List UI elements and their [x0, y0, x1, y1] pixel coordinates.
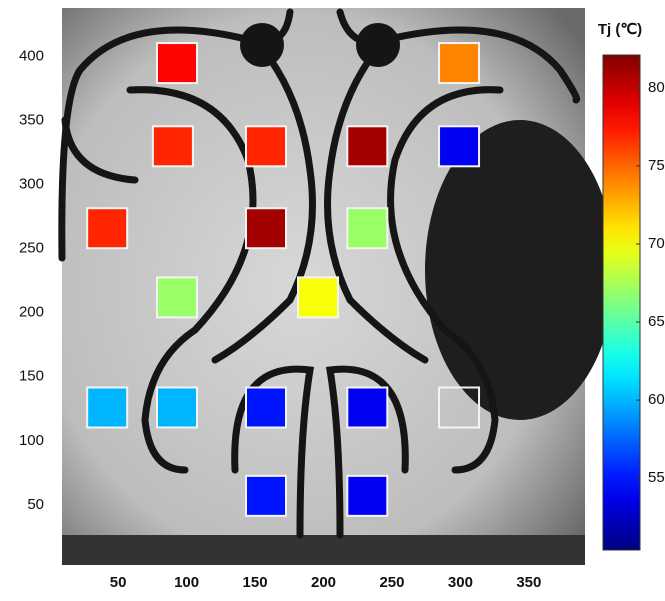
colorbar-tick-label: 80 — [648, 79, 665, 96]
temperature-square — [156, 386, 199, 429]
temperature-square — [156, 42, 199, 85]
temperature-square — [346, 474, 389, 517]
colorbar-label: Tj (℃) — [598, 21, 642, 38]
temperature-square — [438, 125, 481, 168]
y-tick-label: 50 — [27, 496, 44, 513]
temperature-square — [438, 42, 481, 85]
colorbar-tick-label: 60 — [648, 391, 665, 408]
y-tick-label: 400 — [19, 48, 44, 65]
y-tick-label: 150 — [19, 368, 44, 385]
x-tick-label: 50 — [110, 574, 127, 591]
y-tick-label: 200 — [19, 304, 44, 321]
temperature-square — [86, 386, 129, 429]
x-tick-label: 100 — [174, 574, 199, 591]
colorbar-tick-label: 55 — [648, 469, 665, 486]
y-tick-label: 300 — [19, 176, 44, 193]
x-tick-label: 350 — [516, 574, 541, 591]
temperature-square — [244, 125, 287, 168]
colorbar — [602, 54, 641, 551]
temperature-square — [297, 276, 340, 319]
y-tick-label: 250 — [19, 240, 44, 257]
temperature-square — [86, 207, 129, 250]
temperature-square — [151, 125, 194, 168]
x-tick-label: 250 — [379, 574, 404, 591]
temperature-square — [346, 125, 389, 168]
temperature-square — [346, 386, 389, 429]
temperature-square — [156, 276, 199, 319]
x-tick-label: 200 — [311, 574, 336, 591]
y-tick-label: 350 — [19, 112, 44, 129]
x-tick-label: 300 — [448, 574, 473, 591]
y-tick-label: 100 — [19, 432, 44, 449]
colorbar-tick-label: 70 — [648, 235, 665, 252]
temperature-square — [346, 207, 389, 250]
photo-background — [58, 8, 615, 565]
x-tick-label: 150 — [243, 574, 268, 591]
temperature-square — [438, 386, 481, 429]
temperature-square — [244, 386, 287, 429]
temperature-square — [244, 474, 287, 517]
colorbar-tick-label: 75 — [648, 157, 665, 174]
temperature-square — [244, 207, 287, 250]
colorbar-tick-label: 65 — [648, 313, 665, 330]
